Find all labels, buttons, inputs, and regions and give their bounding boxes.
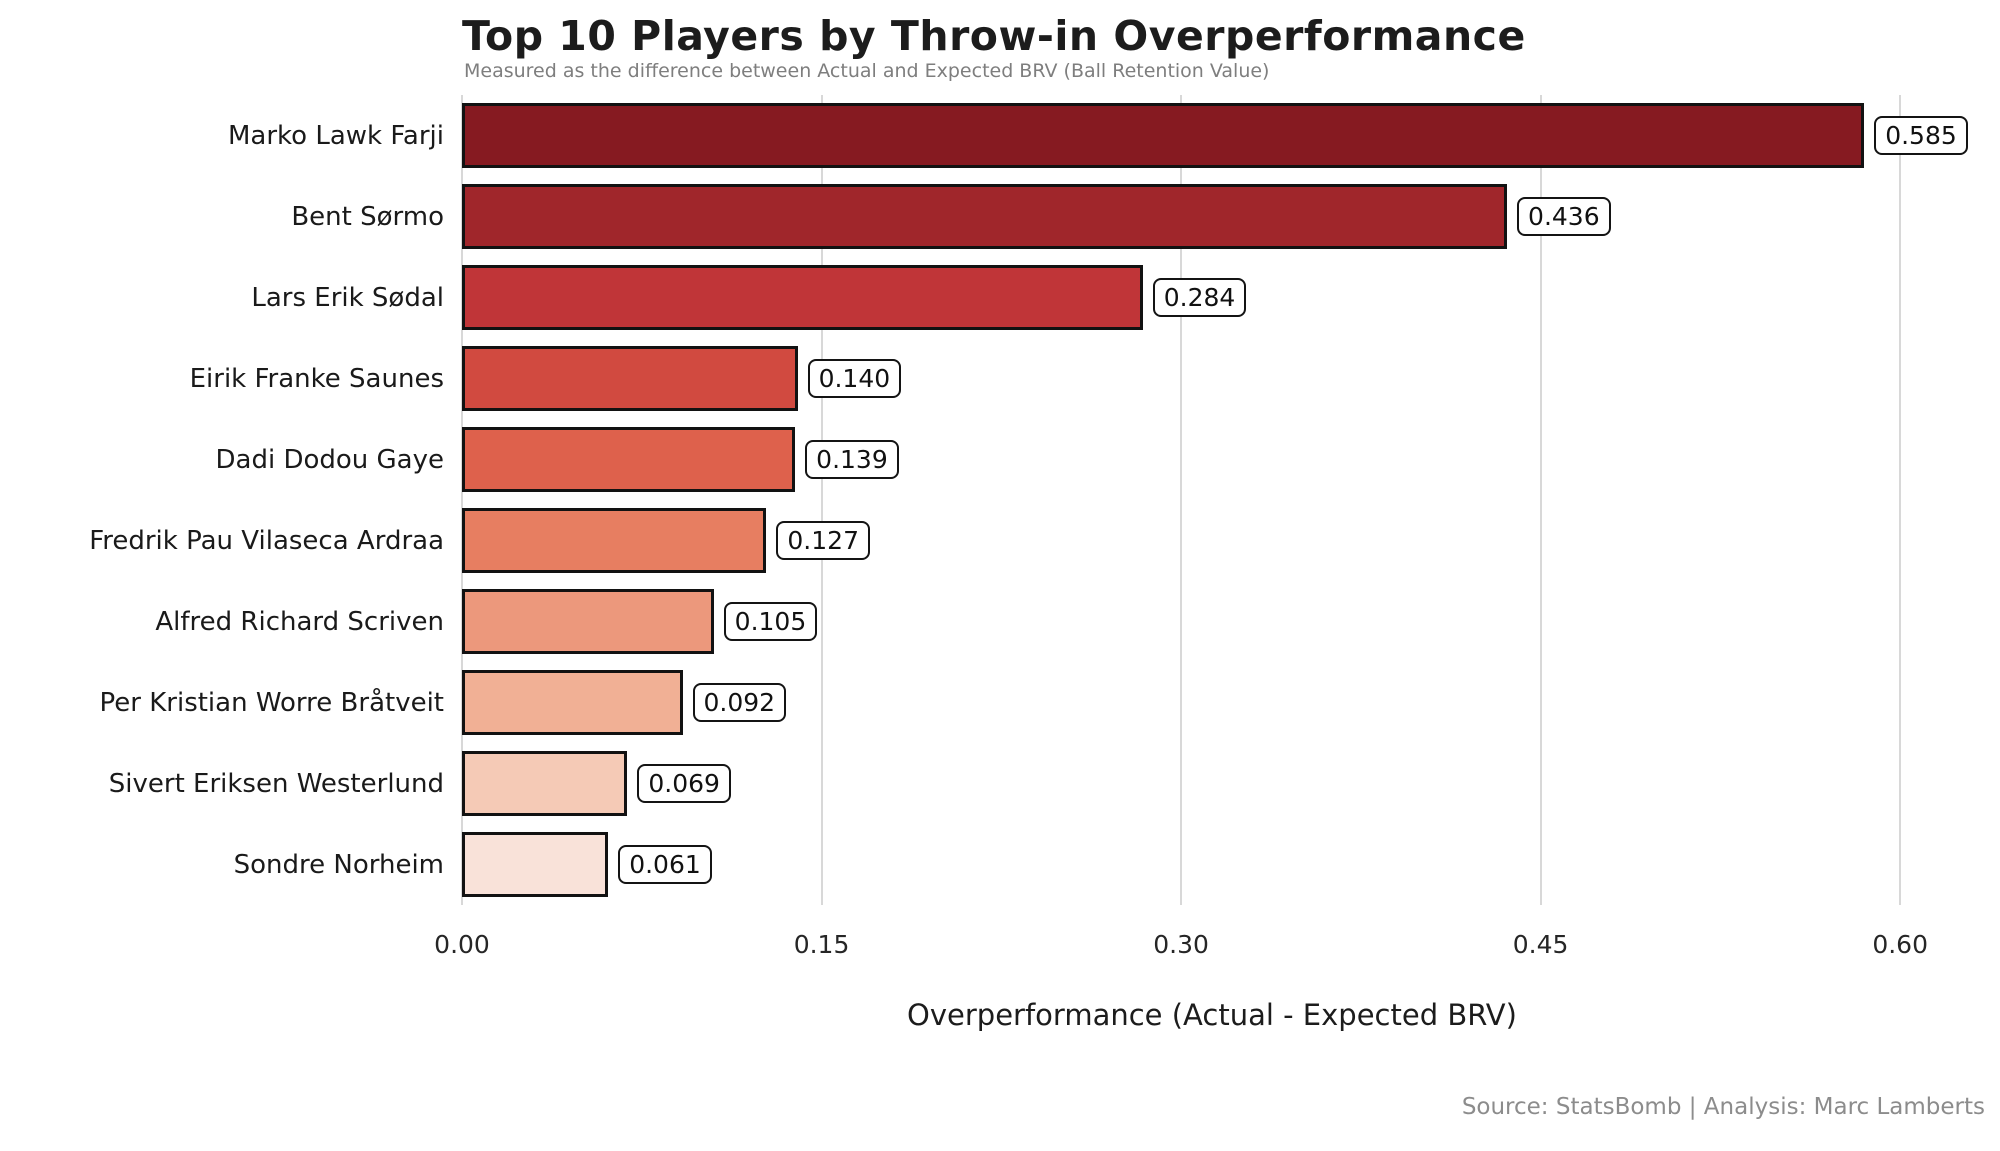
gridline: [461, 95, 463, 905]
bar: [462, 427, 796, 492]
gridline: [1899, 95, 1902, 905]
value-label: 0.061: [618, 844, 712, 885]
bar: [462, 184, 1508, 249]
chart-row: Lars Erik Sødal 0.284: [0, 257, 2000, 338]
bar: [462, 832, 609, 897]
chart-row: Fredrik Pau Vilaseca Ardraa 0.127: [0, 500, 2000, 581]
value-label: 0.092: [692, 682, 787, 723]
chart-row: Sondre Norheim 0.061: [0, 824, 2000, 905]
gridline: [1180, 95, 1183, 905]
x-axis-title: Overperformance (Actual - Expected BRV): [907, 998, 1517, 1032]
player-name-label: Per Kristian Worre Bråtveit: [99, 687, 444, 718]
chart-title: Top 10 Players by Throw-in Overperforman…: [462, 12, 1526, 60]
player-name-label: Bent Sørmo: [291, 201, 444, 232]
chart-row: Dadi Dodou Gaye 0.139: [0, 419, 2000, 500]
player-name-label: Sondre Norheim: [233, 849, 444, 880]
value-label: 0.585: [1874, 115, 1968, 156]
x-tick-label: 0.45: [1512, 930, 1569, 959]
bar: [462, 508, 767, 573]
value-label: 0.069: [637, 763, 731, 804]
chart-row: Eirik Franke Saunes 0.140: [0, 338, 2000, 419]
chart-row: Alfred Richard Scriven 0.105: [0, 581, 2000, 662]
player-name-label: Sivert Eriksen Westerlund: [108, 768, 444, 799]
player-name-label: Fredrik Pau Vilaseca Ardraa: [89, 525, 444, 556]
x-tick-label: 0.30: [1153, 930, 1209, 959]
player-name-label: Dadi Dodou Gaye: [215, 444, 445, 475]
player-name-label: Marko Lawk Farji: [228, 120, 444, 151]
bar: [462, 589, 714, 654]
bar: [462, 346, 798, 411]
bar-rows: Marko Lawk Farji 0.585 Bent Sørmo 0.436 …: [0, 95, 2000, 905]
value-label: 0.105: [723, 601, 818, 642]
chart-row: Bent Sørmo 0.436: [0, 176, 2000, 257]
bar: [462, 103, 1865, 168]
bar: [462, 670, 683, 735]
player-name-label: Eirik Franke Saunes: [189, 363, 444, 394]
chart-subtitle: Measured as the difference between Actua…: [464, 60, 1270, 82]
plot-area: [461, 95, 1962, 905]
value-label: 0.139: [805, 439, 899, 480]
value-label: 0.284: [1152, 277, 1247, 318]
x-tick-label: 0.15: [793, 930, 850, 959]
x-axis-ticks: 0.00 0.15 0.30 0.45 0.60: [434, 930, 1962, 964]
gridline: [820, 95, 823, 905]
value-label: 0.436: [1517, 196, 1611, 237]
source-credit: Source: StatsBomb | Analysis: Marc Lambe…: [1461, 1094, 1985, 1120]
chart-row: Sivert Eriksen Westerlund 0.069: [0, 743, 2000, 824]
player-name-label: Alfred Richard Scriven: [155, 606, 444, 637]
chart-row: Per Kristian Worre Bråtveit 0.092: [0, 662, 2000, 743]
chart-row: Marko Lawk Farji 0.585: [0, 95, 2000, 176]
player-name-label: Lars Erik Sødal: [251, 282, 444, 313]
gridline: [1539, 95, 1542, 905]
value-label: 0.127: [776, 520, 870, 561]
x-tick-label: 0.00: [434, 930, 490, 959]
x-tick-label: 0.60: [1872, 930, 1928, 959]
bar: [462, 751, 628, 816]
bar: [462, 265, 1143, 330]
value-label: 0.140: [807, 358, 902, 399]
